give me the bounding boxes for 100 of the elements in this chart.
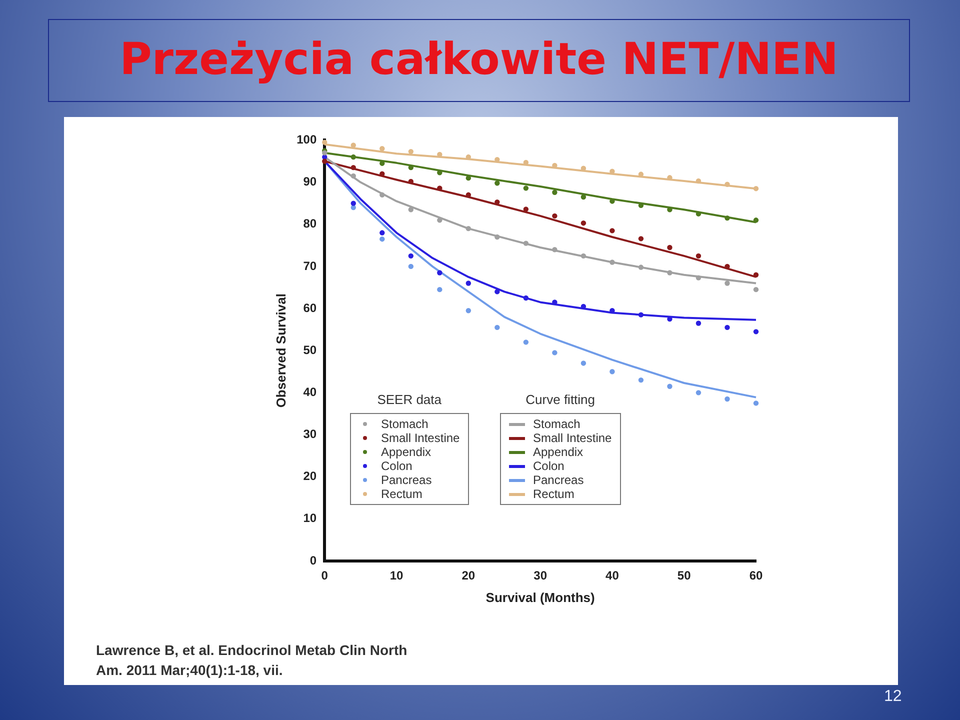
point <box>408 148 414 154</box>
y-axis-title: Observed Survival <box>273 294 288 408</box>
point <box>552 247 558 252</box>
legend-label: Colon <box>381 459 412 473</box>
point <box>350 173 356 179</box>
point <box>638 236 644 242</box>
point <box>437 286 442 292</box>
point <box>437 186 442 191</box>
point <box>380 236 385 242</box>
y-tick-label: 80 <box>303 216 317 231</box>
point <box>724 215 730 221</box>
legend-label: Pancreas <box>533 473 584 487</box>
point <box>753 186 759 192</box>
legend-label: Appendix <box>381 445 432 459</box>
point <box>523 340 529 345</box>
point <box>552 213 558 219</box>
point <box>380 192 385 198</box>
y-tick-label: 40 <box>303 384 317 399</box>
point <box>610 369 615 374</box>
x-tick-label: 40 <box>606 568 620 583</box>
point <box>696 253 702 259</box>
y-tick-label: 70 <box>303 258 317 273</box>
y-tick-label: 10 <box>303 511 317 526</box>
point <box>494 180 500 186</box>
point <box>408 207 414 212</box>
point <box>667 270 672 276</box>
point <box>696 178 702 184</box>
point <box>753 218 759 223</box>
point <box>696 211 702 216</box>
point <box>494 289 500 294</box>
point <box>724 280 730 286</box>
point <box>523 240 529 246</box>
point <box>753 272 759 278</box>
y-tick-label: 0 <box>310 553 317 568</box>
point <box>638 377 644 383</box>
y-tick-label: 60 <box>303 300 317 315</box>
x-tick-label: 20 <box>462 568 476 583</box>
annotation: Curve fitting <box>524 392 596 407</box>
x-axis-title: Survival (Months) <box>486 590 595 605</box>
annotation: SEER data <box>376 392 443 407</box>
point <box>696 275 702 280</box>
point <box>724 396 730 402</box>
point <box>466 308 472 314</box>
point <box>523 206 529 212</box>
point <box>350 142 356 148</box>
point <box>580 220 586 226</box>
point <box>552 350 558 356</box>
point <box>753 286 759 292</box>
point <box>580 194 586 200</box>
point <box>523 186 529 191</box>
y-tick-label: 50 <box>303 342 317 357</box>
point <box>350 164 356 170</box>
point <box>350 200 356 206</box>
point <box>580 253 586 259</box>
x-tick-label: 60 <box>749 568 763 583</box>
point <box>437 218 442 223</box>
point <box>466 280 472 286</box>
point <box>466 226 472 232</box>
x-tick-label: 50 <box>677 568 692 583</box>
y-tick-label: 20 <box>303 469 317 484</box>
legend-label: Small Intestine <box>381 431 460 445</box>
point <box>437 270 442 276</box>
point <box>523 295 529 301</box>
legend-label: Small Intestine <box>533 431 612 445</box>
point <box>322 140 328 145</box>
text: Lawrence B, et al. Endocrinol Metab Clin North Am. 2011 Mar;40(1):1-18, vii. <box>96 641 408 680</box>
text: 12 <box>884 688 902 706</box>
y-tick-label: 30 <box>303 427 317 442</box>
point <box>380 230 385 236</box>
point <box>580 360 586 366</box>
point <box>753 400 759 406</box>
legend-label: Rectum <box>381 487 422 501</box>
point <box>610 260 615 265</box>
point <box>667 384 672 389</box>
x-tick-label: 30 <box>534 568 548 583</box>
legend-label: Stomach <box>381 417 428 431</box>
legend-label: Colon <box>533 459 564 473</box>
point <box>408 264 414 270</box>
point <box>696 320 702 326</box>
point <box>610 228 615 234</box>
point <box>408 253 414 259</box>
x-tick-label: 10 <box>390 568 404 583</box>
point <box>494 324 500 330</box>
point <box>350 154 356 160</box>
legend-label: Pancreas <box>381 473 432 487</box>
point <box>322 158 328 164</box>
y-tick-label: 100 <box>296 132 317 147</box>
point <box>638 312 644 318</box>
y-tick-label: 90 <box>303 174 317 189</box>
point <box>638 264 644 270</box>
point <box>696 390 702 396</box>
point <box>724 182 730 187</box>
chart-title: Przeżycia całkowite NET/NEN <box>48 19 910 102</box>
x-tick-label: 0 <box>321 568 328 583</box>
point <box>380 146 385 152</box>
legend-label: Rectum <box>533 487 574 501</box>
point <box>552 190 558 195</box>
legend-label: Appendix <box>533 445 584 459</box>
point <box>494 234 500 240</box>
legend-label: Stomach <box>533 417 580 431</box>
